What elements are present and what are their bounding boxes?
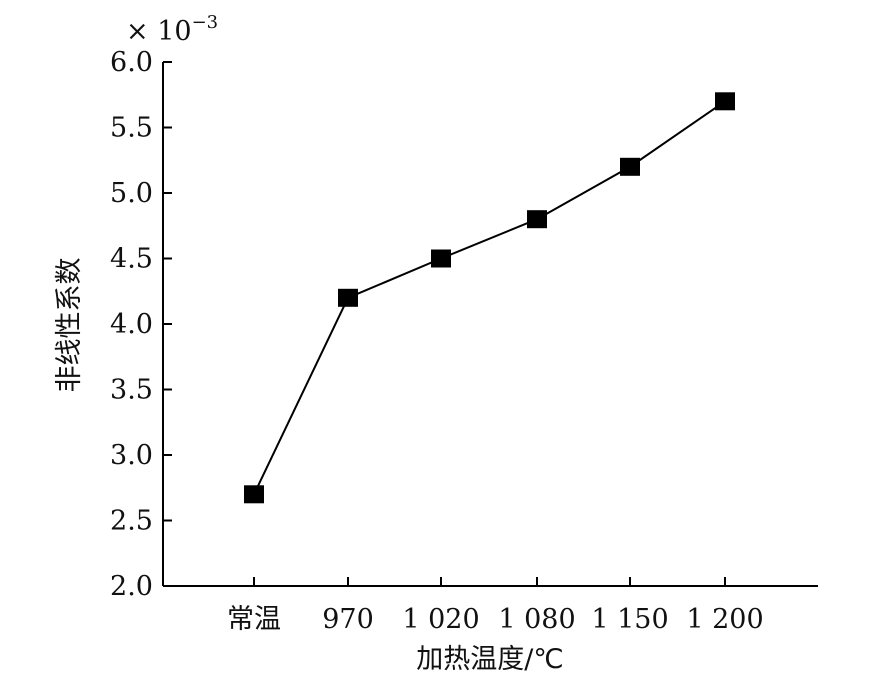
data-point-marker (244, 485, 264, 504)
y-scale-exponent: −3 (192, 12, 219, 33)
y-tick-label: 3.5 (110, 375, 153, 406)
axes (162, 62, 818, 587)
y-scale-base: × 10 (126, 16, 192, 47)
x-tick-label: 1 200 (686, 604, 763, 635)
y-tick-label: 2.0 (110, 571, 153, 602)
x-axis-label: 加热温度/℃ (416, 644, 563, 675)
data-series (244, 92, 735, 504)
y-tick-label: 6.0 (110, 47, 153, 78)
y-scale-multiplier: × 10−3 (126, 12, 218, 47)
x-ticks: 常温 970 1 020 1 080 1 150 1 200 (227, 577, 764, 635)
y-axis-label: 非线性系数 (54, 258, 85, 393)
x-tick-label: 970 (322, 604, 374, 635)
y-tick-label: 4.5 (110, 244, 153, 275)
series-line (253, 100, 726, 495)
data-point-marker (715, 92, 735, 111)
x-tick-label: 1 080 (498, 604, 575, 635)
y-ticks: 2.0 2.5 3.0 3.5 4.0 4.5 5.0 5.5 6.0 (110, 47, 172, 602)
x-tick-label: 常温 (227, 604, 281, 635)
data-point-marker (338, 288, 358, 307)
y-tick-label: 2.5 (110, 506, 153, 537)
y-tick-label: 4.0 (110, 309, 153, 340)
y-tick-label: 3.0 (110, 440, 153, 471)
x-tick-label: 1 020 (402, 604, 479, 635)
data-point-marker (431, 249, 451, 268)
y-tick-label: 5.5 (110, 113, 153, 144)
x-tick-label: 1 150 (591, 604, 668, 635)
y-tick-label: 5.0 (110, 178, 153, 209)
data-point-marker (620, 157, 640, 176)
data-point-marker (527, 210, 547, 229)
